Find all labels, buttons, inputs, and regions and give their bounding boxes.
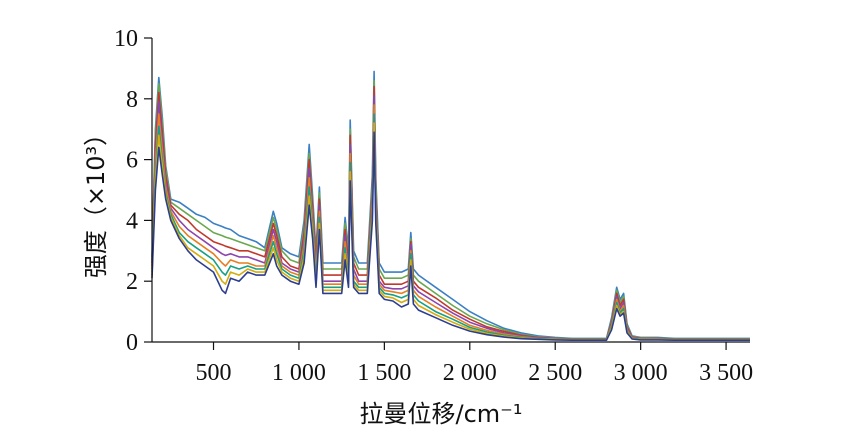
spectrum-line-8 [151, 131, 750, 341]
spectrum-line-3 [151, 85, 750, 340]
x-tick-label: 3 500 [699, 360, 753, 386]
spectrum-line-7 [151, 122, 750, 341]
y-tick-label: 8 [126, 87, 138, 113]
x-tick-label: 1 500 [357, 360, 411, 386]
x-tick-label: 3 000 [614, 360, 668, 386]
y-axis-title: 强度（×10³） [82, 122, 110, 278]
spectrum-line-6 [151, 113, 750, 341]
x-axis-ticks: 500 1 000 1 500 2 000 2 500 3 000 3 500 [196, 342, 753, 386]
axes [151, 38, 750, 343]
x-tick-label: 2 000 [443, 360, 497, 386]
spectrum-line-1 [151, 70, 750, 340]
y-tick-label: 0 [126, 330, 138, 356]
y-tick-label: 4 [126, 208, 138, 234]
y-axis-ticks: 0 2 4 6 8 10 [114, 26, 152, 356]
spectrum-line-2 [151, 79, 750, 340]
x-tick-label: 500 [196, 360, 232, 386]
spectrum-line-4 [151, 95, 750, 340]
y-tick-label: 2 [126, 269, 138, 295]
x-axis-title: 拉曼位移/cm⁻¹ [360, 400, 523, 428]
x-tick-label: 1 000 [272, 360, 326, 386]
y-tick-label: 10 [114, 26, 138, 52]
y-tick-label: 6 [126, 148, 138, 174]
x-tick-label: 2 500 [528, 360, 582, 386]
series-layer [151, 70, 750, 341]
